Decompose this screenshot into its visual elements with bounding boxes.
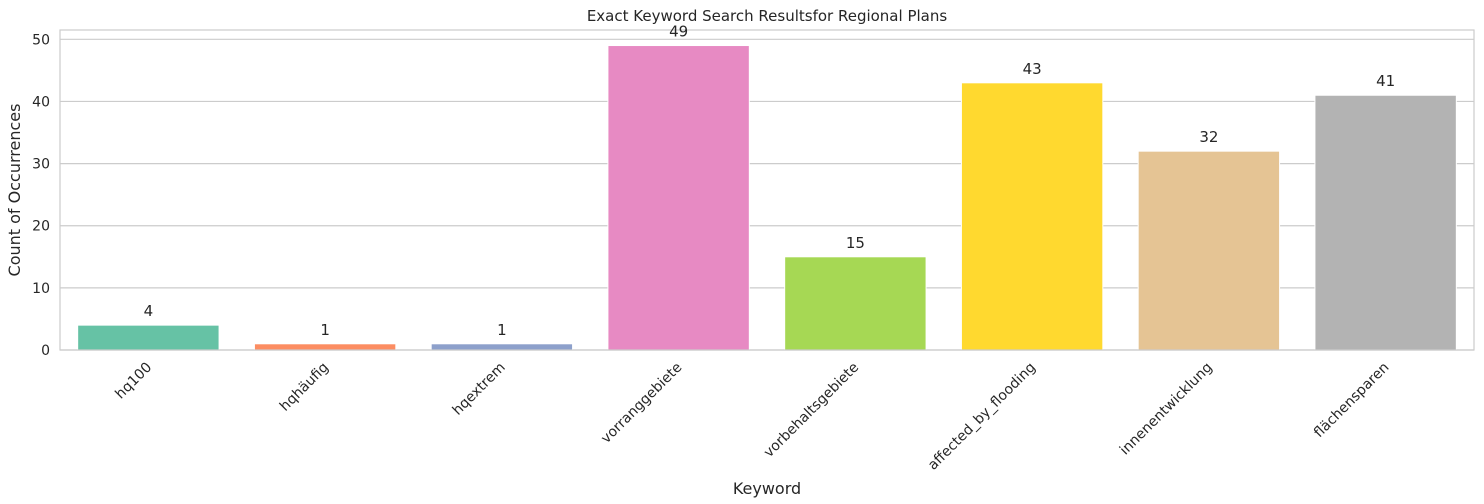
bar-hqhäufig — [253, 343, 397, 351]
bar-vorbehaltsgebiete — [784, 256, 927, 351]
y-tick-label: 30 — [32, 157, 50, 173]
x-tick-label: hq100 — [112, 360, 155, 403]
data-label-vorranggebiete: 49 — [669, 23, 688, 41]
bar-flächensparen — [1314, 94, 1457, 351]
data-label-hqextrem: 1 — [497, 321, 507, 339]
chart-title: Exact Keyword Search Resultsfor Regional… — [587, 7, 948, 25]
data-label-flächensparen: 41 — [1376, 72, 1395, 90]
data-label-hq100: 4 — [144, 302, 154, 320]
x-tick-label: hqhäufig — [277, 360, 332, 415]
bar-innenentwicklung — [1137, 150, 1281, 351]
plot-frame — [59, 29, 1475, 351]
x-tick-label: affected_by_flooding — [925, 360, 1039, 474]
bar-hqextrem — [430, 343, 574, 351]
x-tick-label: flächensparen — [1311, 360, 1392, 441]
y-tick-label: 40 — [32, 94, 50, 110]
x-tick-label: vorranggebiete — [598, 360, 685, 447]
data-label-vorbehaltsgebiete: 15 — [846, 234, 865, 252]
data-label-hqhäufig: 1 — [320, 321, 330, 339]
bar-hq100 — [77, 324, 220, 351]
data-label-innenentwicklung: 32 — [1199, 128, 1218, 146]
y-tick-label: 10 — [32, 281, 50, 297]
x-tick-label: vorbehaltsgebiete — [761, 360, 862, 461]
x-tick-label: hqextrem — [450, 360, 509, 419]
bar-affected_by_flooding — [960, 82, 1104, 351]
x-axis-title: Keyword — [733, 479, 801, 498]
y-tick-label: 20 — [32, 219, 50, 235]
x-tick-label: innenentwicklung — [1117, 360, 1216, 459]
bars — [77, 45, 1457, 351]
y-tick-labels: 0 10 20 30 40 50 — [32, 32, 50, 359]
y-axis-title: Count of Occurrences — [5, 104, 24, 277]
data-label-affected_by_flooding: 43 — [1023, 60, 1042, 78]
y-tick-label: 0 — [41, 343, 50, 359]
y-tick-label: 50 — [32, 32, 50, 48]
x-tick-labels: hq100 hqhäufig hqextrem vorranggebiete vorbe… — [112, 360, 1392, 474]
bar-vorranggebiete — [607, 45, 750, 351]
